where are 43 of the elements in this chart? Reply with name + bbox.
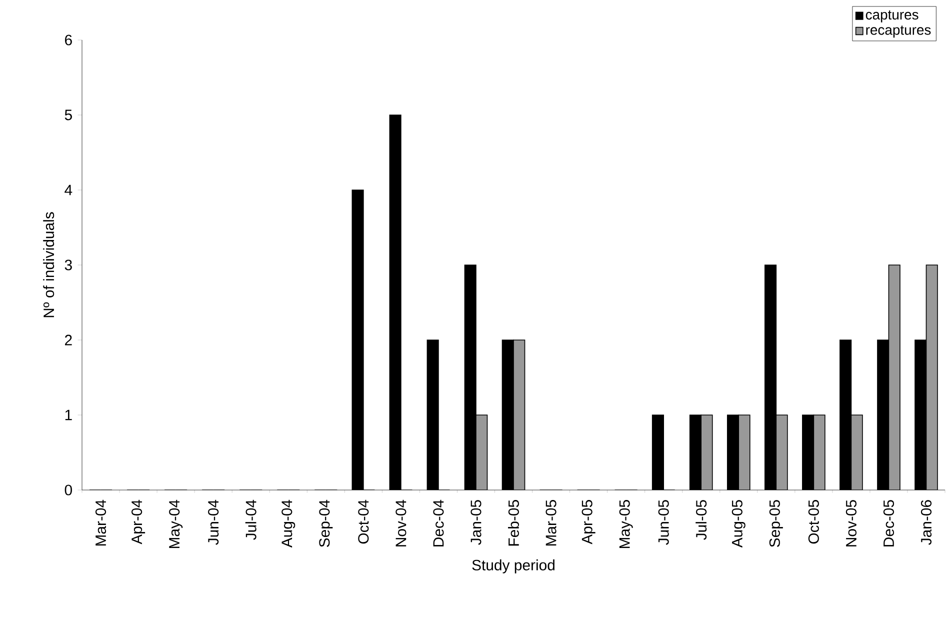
y-tick-label: 3: [64, 260, 72, 270]
x-tick-label: Sep-04: [319, 500, 333, 547]
x-tick-label: Feb-05: [508, 500, 519, 546]
bar: [700, 414, 713, 490]
x-tick-label: Mar-04: [95, 500, 106, 546]
bar: [813, 414, 826, 490]
x-tick-label: Dec-04: [433, 500, 444, 546]
x-tick-label: Jun-04: [208, 500, 219, 545]
x-tick-label: Aug-05: [732, 500, 746, 548]
y-tick-label: 2: [65, 334, 72, 346]
x-tick-label: Jun-05: [658, 500, 669, 545]
x-tick-label: Jul-05: [696, 500, 707, 540]
x-tick-label: Nov-04: [396, 500, 406, 546]
bar: [850, 414, 863, 490]
x-tick-label: Mar-05: [546, 500, 556, 546]
y-tick-label: 5: [64, 110, 72, 120]
y-tick-label: 4: [64, 184, 72, 196]
x-tick-label: Jul-04: [245, 500, 256, 540]
x-tick-label: Oct-05: [808, 500, 819, 544]
bar: [926, 264, 938, 490]
bar: [738, 414, 750, 490]
bar: [513, 340, 526, 490]
x-tick-label: Jan-05: [470, 500, 482, 545]
x-tick-label: Sep-05: [769, 500, 783, 547]
x-tick-label: Apr-05: [582, 500, 596, 544]
x-tick-label: Nov-05: [846, 500, 856, 546]
y-tick-label: 0: [64, 484, 72, 496]
bar: [888, 264, 900, 490]
y-tick-label: 1: [65, 410, 72, 420]
x-axis-title: Study period: [472, 559, 554, 574]
x-tick-label: May-04: [169, 500, 183, 548]
x-tick-label: Jan-06: [920, 500, 932, 545]
x-tick-label: May-05: [619, 500, 633, 548]
x-tick-label: Aug-04: [282, 500, 296, 548]
bar: [776, 414, 788, 490]
x-tick-label: Dec-05: [883, 500, 894, 546]
x-tick-label: Apr-04: [132, 500, 146, 544]
y-axis-title: Nº of individuals: [43, 212, 54, 318]
bar: [476, 414, 488, 490]
y-tick-label: 6: [65, 34, 72, 46]
x-tick-label: Oct-04: [358, 500, 369, 544]
legend-label: recaptures: [866, 26, 931, 38]
legend-label: captures: [866, 10, 918, 22]
